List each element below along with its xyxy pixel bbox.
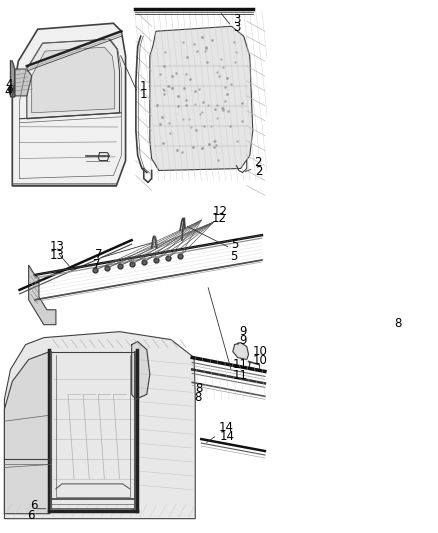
Text: 6: 6 xyxy=(31,499,38,512)
Text: 6: 6 xyxy=(27,508,34,522)
Text: 3: 3 xyxy=(233,13,241,26)
Polygon shape xyxy=(28,265,56,325)
Polygon shape xyxy=(15,69,32,96)
Text: 3: 3 xyxy=(233,21,240,34)
Text: 8: 8 xyxy=(394,318,401,330)
Polygon shape xyxy=(4,352,50,514)
Polygon shape xyxy=(12,23,126,185)
Text: 8: 8 xyxy=(194,391,201,405)
Text: 11: 11 xyxy=(233,369,248,383)
Polygon shape xyxy=(132,342,150,399)
Text: 14: 14 xyxy=(219,430,234,443)
Text: 1: 1 xyxy=(140,80,147,93)
Text: 11: 11 xyxy=(232,359,247,372)
Text: 12: 12 xyxy=(212,205,227,219)
Polygon shape xyxy=(4,332,195,519)
Text: 4: 4 xyxy=(5,78,13,91)
Text: 1: 1 xyxy=(140,88,147,101)
Text: 7: 7 xyxy=(93,258,101,271)
Text: 10: 10 xyxy=(252,353,267,367)
Text: 5: 5 xyxy=(232,238,239,251)
Text: 13: 13 xyxy=(49,249,64,262)
Polygon shape xyxy=(11,61,15,97)
Text: 14: 14 xyxy=(218,421,233,434)
Text: 13: 13 xyxy=(50,240,65,253)
Text: 9: 9 xyxy=(239,334,246,346)
Polygon shape xyxy=(27,39,120,119)
Text: 10: 10 xyxy=(252,344,267,358)
Text: 8: 8 xyxy=(195,382,203,395)
Polygon shape xyxy=(32,47,115,113)
Text: 9: 9 xyxy=(239,325,246,337)
Text: 4: 4 xyxy=(4,85,12,98)
Polygon shape xyxy=(233,343,248,360)
Polygon shape xyxy=(150,26,253,171)
Text: 12: 12 xyxy=(212,212,226,225)
Text: 2: 2 xyxy=(255,165,263,177)
Text: 2: 2 xyxy=(254,156,262,168)
Text: 5: 5 xyxy=(230,250,238,263)
Text: 7: 7 xyxy=(95,248,103,261)
